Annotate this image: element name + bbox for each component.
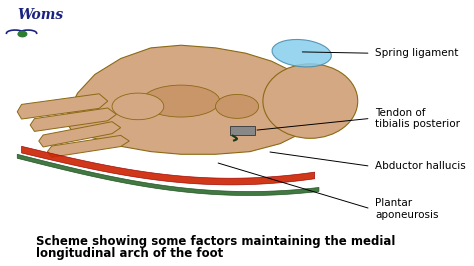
Polygon shape	[39, 122, 121, 147]
Polygon shape	[47, 135, 129, 157]
Text: Abductor hallucis: Abductor hallucis	[375, 161, 466, 171]
Ellipse shape	[272, 39, 331, 67]
Text: Tendon of
tibialis posterior: Tendon of tibialis posterior	[375, 107, 460, 129]
Text: Spring ligament: Spring ligament	[375, 48, 458, 58]
Text: longitudinal arch of the foot: longitudinal arch of the foot	[36, 247, 223, 260]
Polygon shape	[17, 154, 319, 196]
Circle shape	[18, 31, 27, 37]
Text: Plantar
aponeurosis: Plantar aponeurosis	[375, 198, 438, 220]
Ellipse shape	[263, 64, 358, 138]
Text: Woms: Woms	[17, 8, 64, 22]
Ellipse shape	[112, 93, 164, 120]
Ellipse shape	[216, 94, 259, 118]
FancyBboxPatch shape	[230, 126, 255, 135]
Polygon shape	[21, 146, 315, 185]
Polygon shape	[30, 108, 117, 131]
Text: Scheme showing some factors maintaining the medial: Scheme showing some factors maintaining …	[36, 235, 395, 248]
Polygon shape	[64, 45, 336, 154]
Polygon shape	[17, 94, 108, 119]
Ellipse shape	[142, 85, 220, 117]
